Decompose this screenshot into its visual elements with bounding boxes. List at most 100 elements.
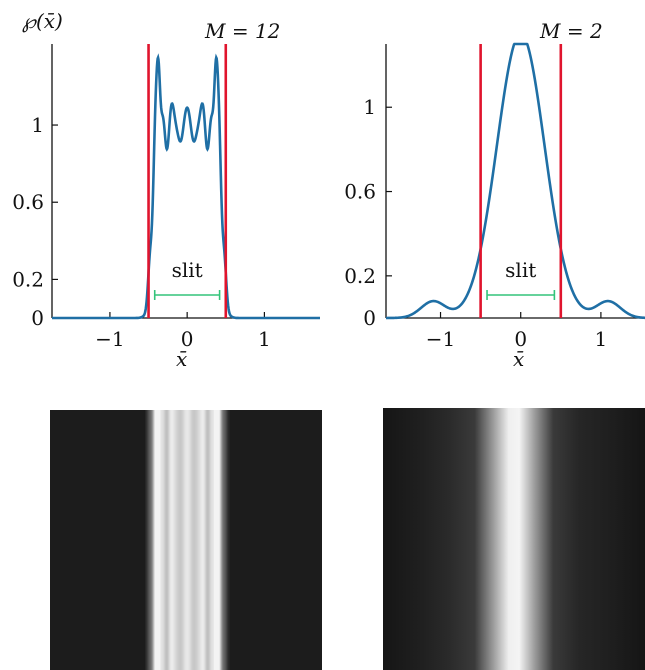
intensity-stripe [216,410,218,670]
slit-label: slit [172,258,203,282]
intensity-stripe [194,410,196,670]
intensity-stripe [152,410,154,670]
intensity-stripe [214,410,216,670]
x-tick-label: 0 [181,327,194,351]
intensity-stripe [165,410,167,670]
intensity-stripe [160,410,162,670]
intensity-stripe [223,410,225,670]
intensity-stripe [193,410,195,670]
intensity-stripe [201,410,203,670]
intensity-pattern-m2 [383,408,645,670]
intensity-stripe [213,410,215,670]
intensity-stripe [169,410,171,670]
x-axis-label: x̄ [176,347,187,371]
chart-title-m2: M = 2 [539,19,603,43]
intensity-stripe [179,410,181,670]
y-ticks: 0 0.2 0.6 1 [12,113,58,330]
intensity-stripe [227,410,229,670]
intensity-stripe [196,410,198,670]
intensity-stripe [221,410,223,670]
x-ticks: −1 0 1 [426,312,607,351]
intensity-stripe [173,410,175,670]
intensity-stripe [182,410,184,670]
intensity-stripe [177,410,179,670]
intensity-stripe [151,410,153,670]
intensity-stripe [220,410,222,670]
intensity-stripe [150,410,152,670]
slit-marker: slit [486,258,556,300]
intensity-stripe [217,410,219,670]
slit-label: slit [505,258,536,282]
intensity-stripe [164,410,166,670]
intensity-stripe [206,410,208,670]
intensity-stripe [191,410,193,670]
intensity-stripe [170,410,172,670]
intensity-stripe [147,410,149,670]
x-tick-label: 1 [258,327,271,351]
intensity-stripe [149,410,151,670]
y-ticks: 0 0.2 0.6 1 [344,95,392,330]
intensity-stripe [175,410,177,670]
intensity-stripe [199,410,201,670]
intensity-stripe [224,410,226,670]
intensity-stripe [200,410,202,670]
intensity-stripe [183,410,185,670]
intensity-stripe [187,410,189,670]
y-tick-label: 0.6 [12,190,44,214]
intensity-stripe [198,410,200,670]
intensity-stripe [189,410,191,670]
y-tick-label: 0.2 [12,267,44,291]
intensity-stripe [195,410,197,670]
intensity-stripe [202,410,204,670]
x-tick-label: 1 [595,327,608,351]
y-tick-label: 0 [363,306,376,330]
intensity-stripe [157,410,159,670]
intensity-stripe [211,410,213,670]
intensity-stripe [205,410,207,670]
intensity-stripe [178,410,180,670]
intensity-stripe [181,410,183,670]
intensity-stripe [174,410,176,670]
intensity-stripe [228,410,230,670]
y-tick-label: 1 [31,113,44,137]
x-axis-label: x̄ [513,347,524,371]
intensity-stripe [156,410,158,670]
intensity-stripe [166,410,168,670]
slit-marker: slit [153,258,221,300]
intensity-stripe [210,410,212,670]
intensity-stripe [167,410,169,670]
intensity-stripe [163,410,165,670]
intensity-stripe [148,410,150,670]
intensity-stripe [208,410,210,670]
intensity-stripe [154,410,156,670]
intensity-stripe [188,410,190,670]
intensity-stripe [215,410,217,670]
chart-panel-m12: ℘(x̄) M = 12 0 0.2 0.6 1 −1 0 1 slit x̄ [12,9,320,371]
intensity-stripe [162,410,164,670]
intensity-stripe [158,410,160,670]
intensity-stripe [159,410,161,670]
series-line-m2 [386,42,645,320]
intensity-stripe [172,410,174,670]
y-tick-label: 0.6 [344,180,376,204]
series-line-m12 [52,53,320,320]
intensity-stripe [176,410,178,670]
intensity-stripe [153,410,155,670]
intensity-stripe [209,410,211,670]
intensity-stripe [180,410,182,670]
intensity-stripe [203,410,205,670]
intensity-stripe [212,410,214,670]
intensity-stripe [207,410,209,670]
intensity-stripe [184,410,186,670]
intensity-stripe [171,410,173,670]
y-tick-label: 0.2 [344,264,376,288]
y-tick-label: 0 [31,306,44,330]
intensity-stripe [168,410,170,670]
y-axis-label: ℘(x̄) [22,9,63,33]
intensity-stripe [146,410,148,670]
intensity-stripe [155,410,157,670]
x-tick-label: −1 [95,327,124,351]
intensity-stripe [219,410,221,670]
intensity-stripe [161,410,163,670]
